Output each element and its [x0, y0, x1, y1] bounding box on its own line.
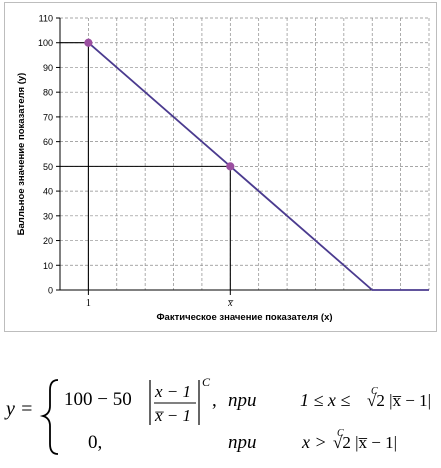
formula-case2-when: при: [228, 432, 257, 453]
data-point: [226, 162, 235, 171]
formula-case1-value: 100 − 50: [64, 389, 132, 410]
y-tick-label: 30: [43, 211, 53, 221]
data-point: [84, 38, 93, 47]
formula-case1-cond-left: 1 ≤ x ≤: [300, 390, 350, 410]
y-tick-label: 40: [43, 187, 53, 197]
formula-case1-when: при: [228, 390, 257, 411]
y-tick-label: 100: [38, 38, 53, 48]
formula-case1-den: x̅ − 1: [154, 406, 191, 425]
formula-case1-exp: C: [202, 375, 211, 389]
y-tick-label: 50: [43, 162, 53, 172]
y-tick-label: 110: [39, 14, 53, 24]
y-tick-label: 10: [43, 261, 53, 271]
formula-case2-root-index: C: [337, 428, 344, 439]
series-line: [87, 42, 429, 291]
x-tick-label: 1: [86, 298, 91, 309]
y-tick-label: 60: [43, 137, 53, 147]
y-tick-label: 0: [48, 286, 53, 296]
formula-case1-cond-right: √2 |x̅ − 1|: [367, 391, 431, 410]
x-tick-label: x̅: [227, 298, 234, 309]
formula-case1-root-index: C: [371, 386, 378, 397]
chart-frame: 0 10 20 30 40 50 60 70 80 90 100 110 1 x̅ Фактическое …: [4, 2, 437, 332]
formula-case2-cond-left: x >: [301, 432, 327, 452]
y-tick-label: 80: [43, 88, 53, 98]
chart: 0 10 20 30 40 50 60 70 80 90 100 110 1 x̅ Фактическое …: [16, 14, 430, 323]
y-axis-label: Балльное значение показателя (y): [16, 73, 27, 236]
formula-case2-cond-right: √2 |x̅ − 1|: [333, 433, 397, 452]
y-tick-label: 70: [43, 112, 53, 122]
formula-brace: [39, 379, 59, 455]
y-tick-label: 90: [43, 63, 53, 73]
x-axis-label: Фактическое значение показателя (x): [156, 312, 332, 323]
formula: y = 100 − 50 x − 1 x̅ − 1 C , при 1 ≤ x …: [4, 375, 431, 455]
formula-case1-comma: ,: [212, 390, 217, 411]
y-tick-label: 20: [43, 236, 53, 246]
formula-lhs: y =: [4, 398, 33, 420]
formula-case1-num: x − 1: [154, 382, 191, 401]
formula-case2-value: 0,: [88, 432, 102, 453]
